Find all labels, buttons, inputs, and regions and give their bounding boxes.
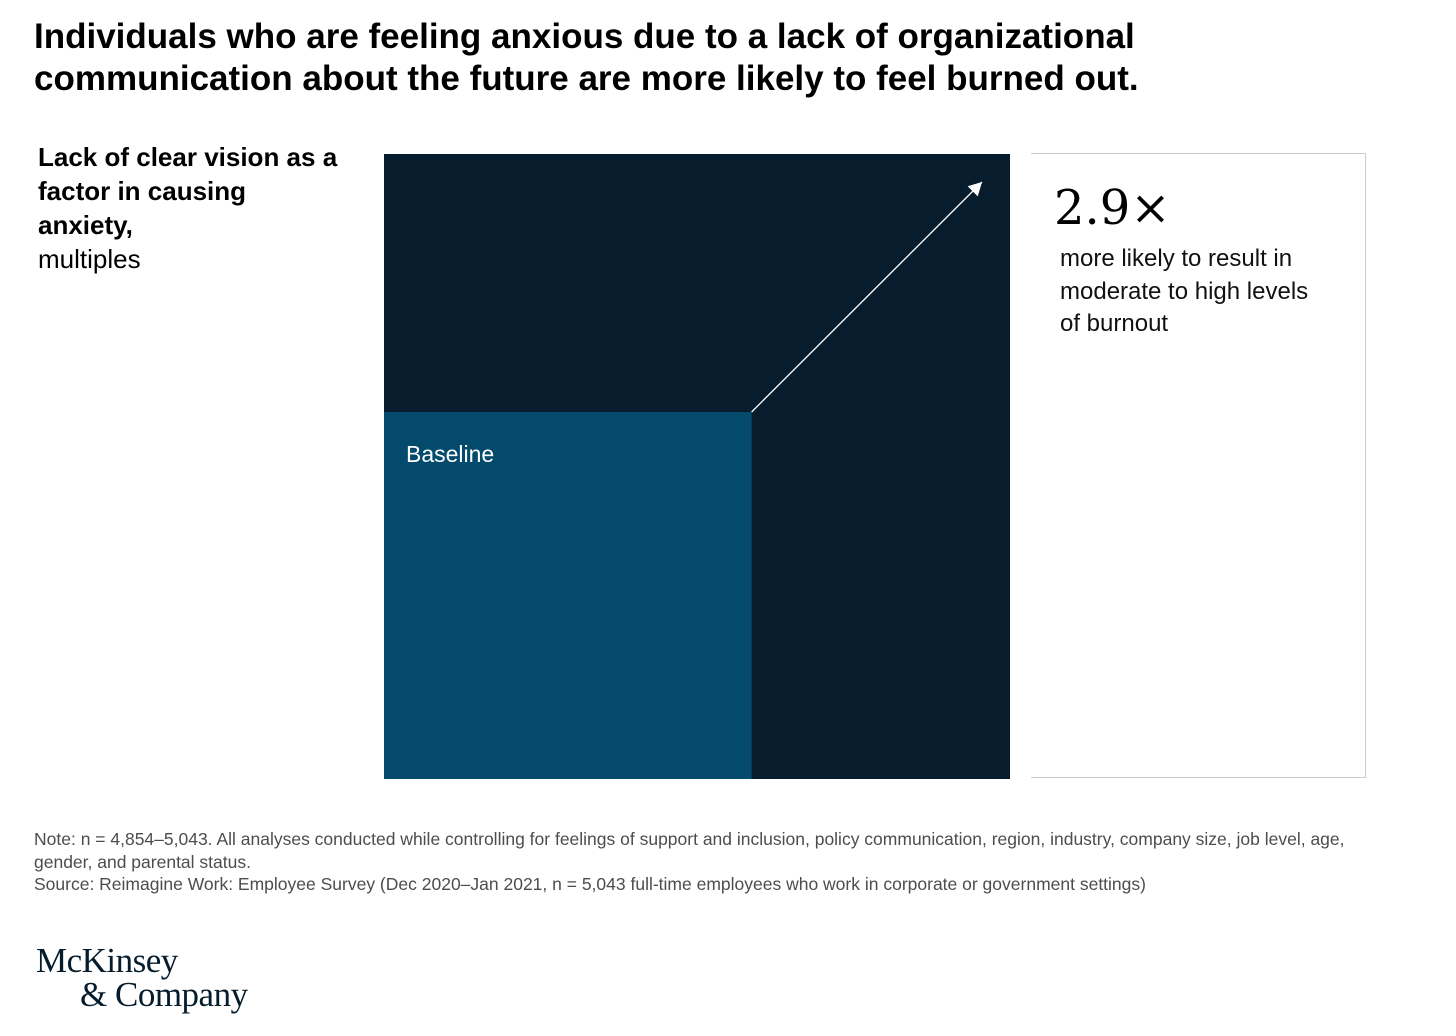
growth-arrow-line — [751, 181, 983, 413]
logo-line-1: McKinsey — [36, 941, 178, 980]
baseline-area-mark — [384, 411, 752, 779]
footnote: Note: n = 4,854–5,043. All analyses cond… — [34, 829, 1345, 872]
growth-arrow-head — [967, 182, 982, 197]
result-description: more likely to result in moderate to hig… — [1060, 245, 1309, 337]
baseline-label: Baseline — [406, 441, 495, 467]
subtitle-bold: Lack of clear vision as a factor in caus… — [38, 142, 338, 240]
chart-title: Individuals who are feeling anxious due … — [34, 17, 1139, 98]
mckinsey-logo: McKinsey & Company — [36, 941, 248, 1014]
area-comparison-chart — [384, 154, 1010, 779]
logo-line-2: & Company — [80, 975, 248, 1014]
result-callout-box — [1031, 153, 1366, 778]
subtitle-unit: multiples — [38, 244, 141, 274]
source-note: Source: Reimagine Work: Employee Survey … — [34, 874, 1146, 894]
multiplier-value: 2.9× — [1054, 180, 1171, 236]
chart-subtitle: Lack of clear vision as a factor in caus… — [38, 140, 338, 276]
